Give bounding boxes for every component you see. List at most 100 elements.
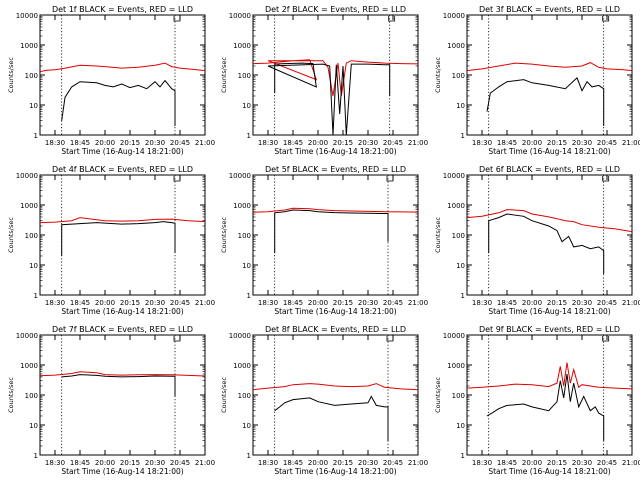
x-tick-label: 18:30 (45, 299, 65, 307)
y-axis-label: Counts/sec (434, 57, 442, 93)
attenuator-marker (173, 16, 181, 22)
x-tick-label: 20:15 (547, 299, 567, 307)
chart-panel-8: Det 8f BLACK = Events, RED = LLD 1 10 100 10… (220, 325, 428, 476)
x-axis-label: Start Time (16-Aug-14 18:21:00) (488, 147, 610, 156)
x-tick-label: 20:00 (522, 139, 542, 147)
x-tick-label: 18:30 (258, 299, 278, 307)
plot-frame (466, 14, 633, 136)
y-tick-label: 10000 (443, 12, 465, 20)
y-axis-label: Counts/sec (434, 217, 442, 253)
events-series-line (267, 62, 391, 135)
x-tick-label: 18:45 (497, 299, 517, 307)
x-tick-label: 20:00 (308, 299, 328, 307)
events-series-line (486, 77, 605, 126)
x-tick-label: 18:45 (283, 299, 303, 307)
attenuator-marker (602, 176, 610, 182)
events-series-line (61, 79, 176, 126)
x-tick-label: 18:45 (283, 139, 303, 147)
x-tick-label: 18:30 (45, 139, 65, 147)
x-tick-label: 21:00 (195, 299, 215, 307)
x-tick-label: 20:00 (308, 459, 328, 467)
y-tick-label: 1 (247, 452, 251, 460)
y-tick-label: 1000 (447, 42, 465, 50)
events-series-line (274, 209, 389, 254)
lld-series-line (40, 62, 205, 73)
x-axis-label: Start Time (16-Aug-14 18:21:00) (61, 307, 183, 316)
lld-series-line (467, 209, 632, 233)
x-tick-label: 20:45 (170, 299, 190, 307)
chart-panel-3: Det 3f BLACK = Events, RED = LLD 1 10 100 10… (434, 5, 640, 156)
x-tick-label: 20:30 (145, 139, 165, 147)
x-tick-label: 20:30 (358, 459, 378, 467)
y-tick-label: 100 (25, 72, 38, 80)
x-tick-label: 20:00 (95, 299, 115, 307)
x-tick-label: 18:45 (70, 299, 90, 307)
events-series-line (61, 221, 176, 256)
x-tick-label: 21:00 (408, 299, 428, 307)
chart-panel-1: Det 1f BLACK = Events, RED = LLD 1 10 100 10… (7, 5, 215, 156)
x-tick-label: 21:00 (408, 459, 428, 467)
y-tick-label: 1 (461, 132, 465, 140)
y-tick-label: 100 (452, 232, 465, 240)
chart-title: Det 8f BLACK = Events, RED = LLD (265, 325, 406, 334)
y-tick-label: 10000 (229, 172, 251, 180)
y-tick-label: 10000 (229, 12, 251, 20)
x-tick-label: 20:00 (95, 459, 115, 467)
y-tick-label: 10000 (229, 332, 251, 340)
y-tick-label: 10 (29, 102, 38, 110)
attenuator-marker (386, 336, 394, 342)
x-tick-label: 20:30 (358, 139, 378, 147)
y-tick-label: 10000 (443, 332, 465, 340)
events-series-line (61, 374, 176, 397)
y-tick-label: 100 (25, 392, 38, 400)
y-tick-label: 10 (29, 262, 38, 270)
lld-series-line (253, 383, 418, 391)
x-tick-label: 20:45 (170, 139, 190, 147)
chart-title: Det 5f BLACK = Events, RED = LLD (265, 165, 406, 174)
x-tick-label: 21:00 (622, 299, 640, 307)
x-tick-label: 18:30 (258, 459, 278, 467)
x-tick-label: 20:30 (145, 299, 165, 307)
x-tick-label: 18:45 (283, 459, 303, 467)
x-tick-label: 18:45 (70, 139, 90, 147)
x-tick-label: 21:00 (408, 139, 428, 147)
x-axis-label: Start Time (16-Aug-14 18:21:00) (61, 147, 183, 156)
y-axis-label: Counts/sec (220, 57, 228, 93)
events-series-line (488, 213, 605, 274)
x-tick-label: 20:30 (572, 299, 592, 307)
chart-panel-5: Det 5f BLACK = Events, RED = LLD 1 10 100 10… (220, 165, 428, 316)
x-tick-label: 20:45 (170, 459, 190, 467)
x-tick-label: 20:15 (120, 299, 140, 307)
y-tick-label: 10 (456, 422, 465, 430)
x-tick-label: 20:00 (522, 459, 542, 467)
y-tick-label: 1 (247, 292, 251, 300)
y-tick-label: 1 (247, 132, 251, 140)
chart-panel-2: Det 2f BLACK = Events, RED = LLD 1 10 100 10… (220, 5, 428, 156)
y-axis-label: Counts/sec (220, 217, 228, 253)
x-axis-label: Start Time (16-Aug-14 18:21:00) (61, 467, 183, 476)
x-tick-label: 20:45 (597, 299, 617, 307)
x-tick-label: 21:00 (195, 459, 215, 467)
y-tick-label: 100 (238, 232, 251, 240)
x-tick-label: 20:30 (145, 459, 165, 467)
plot-frame (466, 334, 633, 456)
y-tick-label: 1000 (233, 42, 251, 50)
chart-title: Det 3f BLACK = Events, RED = LLD (479, 5, 620, 14)
x-tick-label: 20:30 (572, 459, 592, 467)
x-tick-label: 21:00 (622, 139, 640, 147)
y-tick-label: 100 (25, 232, 38, 240)
attenuator-marker (386, 176, 394, 182)
y-tick-label: 1 (34, 292, 38, 300)
lld-series-line (467, 62, 632, 72)
y-tick-label: 10000 (16, 332, 38, 340)
plot-frame (466, 174, 633, 296)
y-axis-label: Counts/sec (220, 377, 228, 413)
x-tick-label: 21:00 (195, 139, 215, 147)
chart-title: Det 9f BLACK = Events, RED = LLD (479, 325, 620, 334)
events-series-line (486, 373, 605, 441)
y-tick-label: 10 (456, 102, 465, 110)
x-tick-label: 20:30 (358, 299, 378, 307)
plot-frame (252, 334, 419, 456)
x-tick-label: 18:45 (497, 139, 517, 147)
chart-panel-6: Det 6f BLACK = Events, RED = LLD 1 10 100 10… (434, 165, 640, 316)
